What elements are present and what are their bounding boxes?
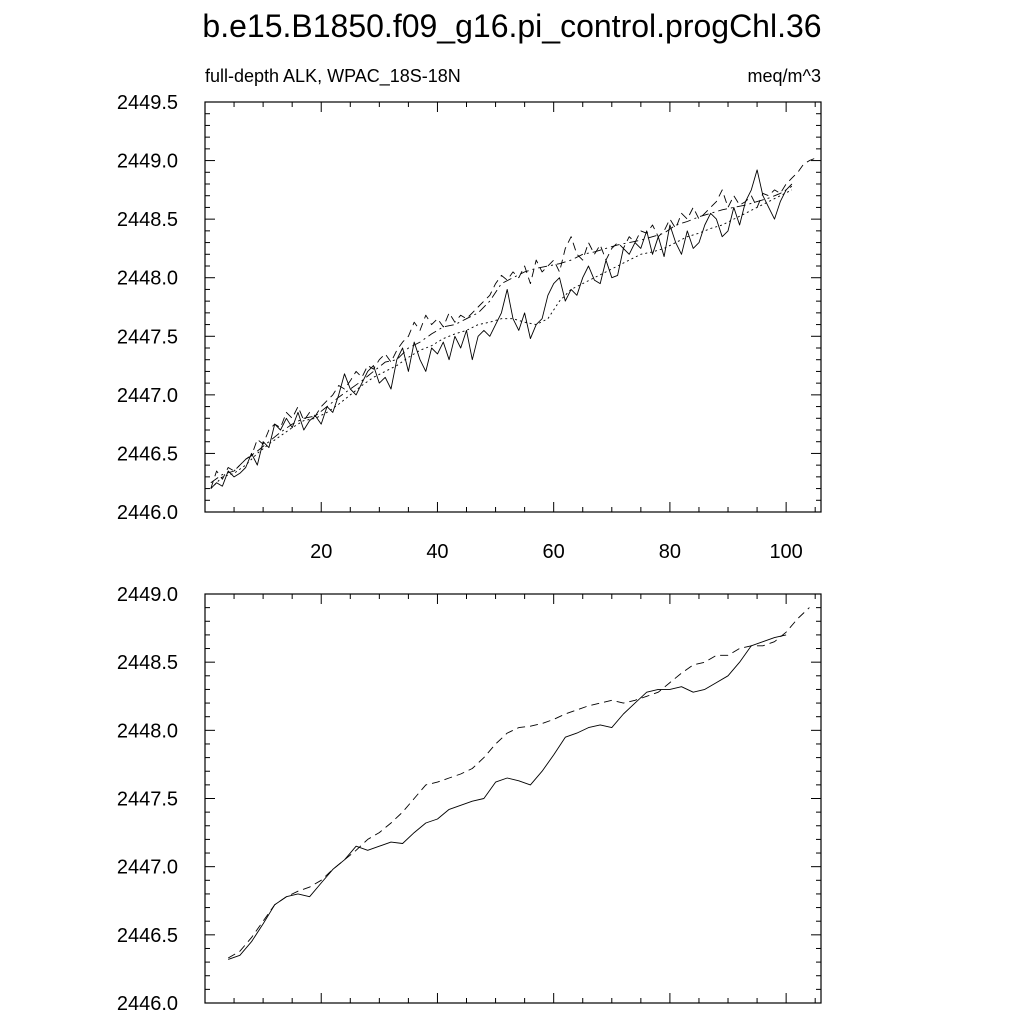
x-tick-label: 100 [769, 541, 802, 563]
y-tick-label: 2448.5 [117, 209, 178, 231]
x-tick-label: 80 [659, 541, 681, 563]
plot-frame [204, 101, 822, 513]
panel-subtitle-left: full-depth ALK, WPAC_18S-18N [205, 66, 461, 87]
y-tick-label: 2446.0 [117, 502, 178, 524]
series-line-dash-dot [210, 185, 793, 484]
top-line-chart: 20 40 60 80 100 2446.0 2446.5 2447.0 2447.5 2448.… [117, 92, 822, 563]
series-line-dotted [210, 189, 793, 489]
plot-frame [204, 593, 822, 1004]
y-tick-label: 2446.5 [117, 925, 178, 947]
figure-title: b.e15.B1850.f09_g16.pi_control.progChl.3… [202, 8, 821, 44]
series-line-solid [228, 634, 787, 960]
series-line-solid [210, 169, 793, 489]
y-tick-label: 2448.0 [117, 268, 178, 290]
y-tick-label: 2446.5 [117, 443, 178, 465]
x-tick-label: 40 [426, 541, 448, 563]
y-tick-label: 2446.0 [117, 993, 178, 1015]
y-tick-label: 2449.0 [117, 584, 178, 606]
y-tick-label: 2448.5 [117, 652, 178, 674]
panel-subtitle-right: meq/m^3 [748, 66, 821, 86]
x-tick-label: 20 [310, 541, 332, 563]
y-tick-label: 2447.0 [117, 857, 178, 879]
series-line-dashed [227, 607, 810, 959]
series-line-dashed [210, 157, 816, 489]
x-tick-label: 60 [543, 541, 565, 563]
y-tick-label: 2447.0 [117, 385, 178, 407]
y-tick-label: 2448.0 [117, 720, 178, 742]
y-tick-label: 2447.5 [117, 326, 178, 348]
y-tick-label: 2449.5 [117, 92, 178, 114]
bottom-line-chart: 2446.0 2446.5 2447.0 2447.5 2448.0 2448.5 2449… [117, 584, 822, 1015]
y-tick-label: 2449.0 [117, 151, 178, 173]
y-tick-label: 2447.5 [117, 789, 178, 811]
